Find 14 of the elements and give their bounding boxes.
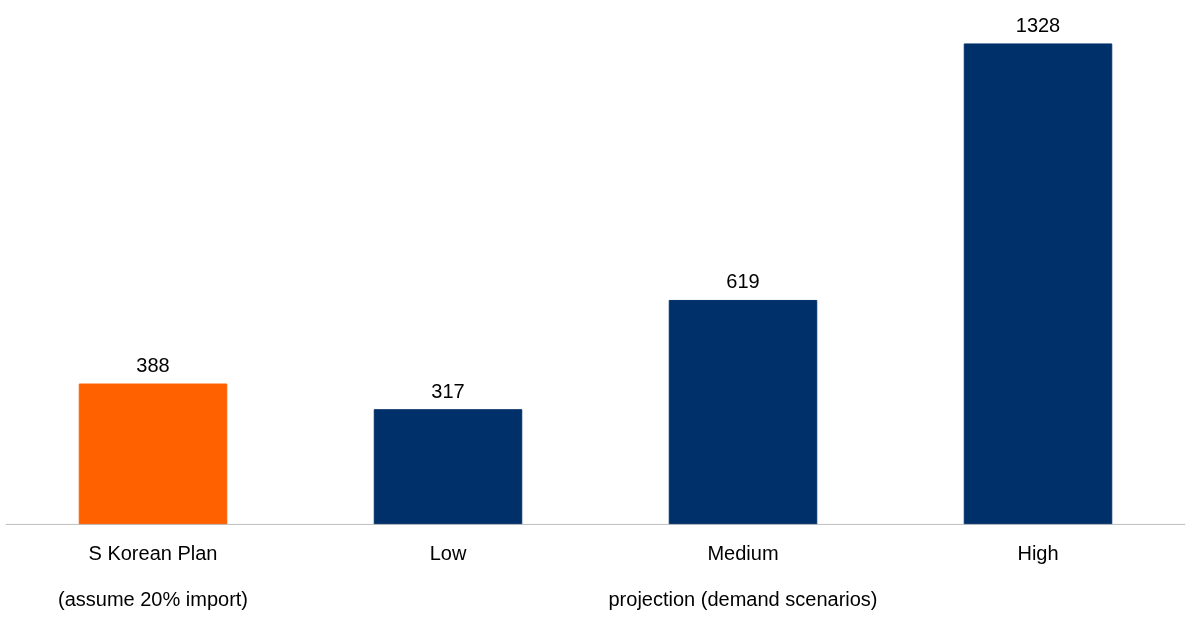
data-label: 619 xyxy=(726,270,760,293)
bar xyxy=(78,383,228,525)
bar xyxy=(668,299,818,525)
bar xyxy=(373,409,523,525)
x-tick-label: Low xyxy=(429,542,467,565)
bar xyxy=(963,43,1113,525)
data-label: 317 xyxy=(431,379,465,402)
data-label: 1328 xyxy=(1015,13,1061,36)
x-tick-label: High xyxy=(1017,542,1059,565)
text: (assume 20% import) xyxy=(57,587,249,610)
x-tick-label: S Korean Plan xyxy=(88,542,218,565)
x-tick-label: Medium xyxy=(707,542,779,565)
data-label: 388 xyxy=(136,354,170,377)
text: projection (demand scenarios) xyxy=(608,587,878,610)
